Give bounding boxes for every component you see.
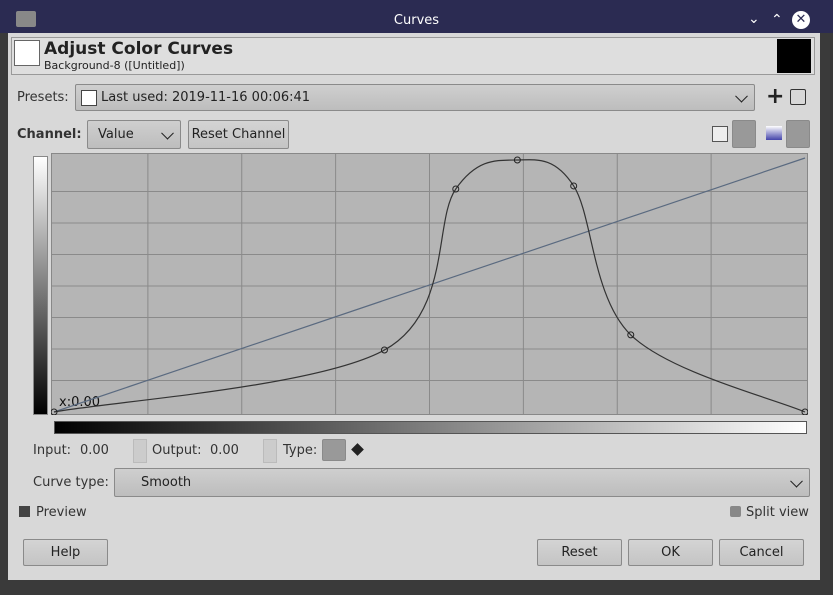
app-icon (16, 11, 36, 27)
preview-check[interactable] (19, 506, 30, 517)
presets-value: Last used: 2019-11-16 00:06:41 (101, 90, 311, 105)
curve-type-combo[interactable]: Smooth (114, 468, 810, 497)
preview-label: Preview (36, 505, 87, 520)
input-spin[interactable] (133, 439, 147, 463)
input-gradient (54, 421, 807, 434)
cancel-button[interactable]: Cancel (719, 539, 804, 566)
window-title: Curves (393, 13, 440, 28)
channel-value: Value (98, 127, 134, 142)
header-title: Adjust Color Curves (44, 39, 234, 59)
header-subtitle: Background-8 ([Untitled]) (44, 59, 185, 72)
control-point (380, 346, 388, 354)
control-point (627, 331, 635, 339)
presets-combo[interactable]: Last used: 2019-11-16 00:06:41 (75, 84, 755, 111)
hist-linear[interactable] (766, 126, 782, 140)
output-spin[interactable] (263, 439, 277, 463)
output-label: Output: (152, 443, 202, 458)
input-value: 0.00 (80, 443, 109, 458)
linear-toggle[interactable] (712, 126, 728, 142)
split-label: Split view (746, 505, 809, 520)
close[interactable]: ✕ (792, 11, 810, 29)
control-point (51, 408, 58, 415)
channel-combo[interactable]: Value (87, 120, 181, 149)
header-icon (14, 40, 40, 66)
reset-channel[interactable]: Reset Channel (188, 120, 289, 149)
control-point (570, 182, 578, 190)
channel-label: Channel: (17, 127, 82, 142)
output-gradient (33, 156, 48, 415)
ok-button[interactable]: OK (628, 539, 713, 566)
control-point (452, 185, 460, 193)
preset-menu[interactable] (790, 89, 806, 105)
curve-type-value: Smooth (141, 475, 192, 490)
maximize[interactable]: ⌃ (771, 12, 783, 28)
hist-log[interactable] (786, 120, 810, 148)
control-point (513, 156, 521, 164)
log-toggle[interactable] (732, 120, 756, 148)
help-button[interactable]: Help (23, 539, 108, 566)
title-bar: Curves ⌄ ⌃ ✕ (0, 0, 833, 33)
minimize[interactable]: ⌄ (748, 11, 760, 27)
reset-button[interactable]: Reset (537, 539, 622, 566)
smooth-point[interactable] (322, 439, 346, 461)
curve-type-label: Curve type: (33, 475, 109, 490)
curve (53, 159, 806, 413)
control-point (801, 408, 808, 415)
output-value: 0.00 (210, 443, 239, 458)
presets-label: Presets: (17, 90, 69, 105)
preview-swatch (777, 39, 811, 73)
curve-graph[interactable]: x:0.00 (51, 153, 808, 415)
identity-line (53, 157, 806, 413)
header: Adjust Color Curves Background-8 ([Untit… (11, 37, 815, 75)
split-check[interactable] (730, 506, 741, 517)
type-label: Type: (283, 443, 318, 458)
add-preset[interactable]: + (766, 84, 785, 109)
input-label: Input: (33, 443, 72, 458)
